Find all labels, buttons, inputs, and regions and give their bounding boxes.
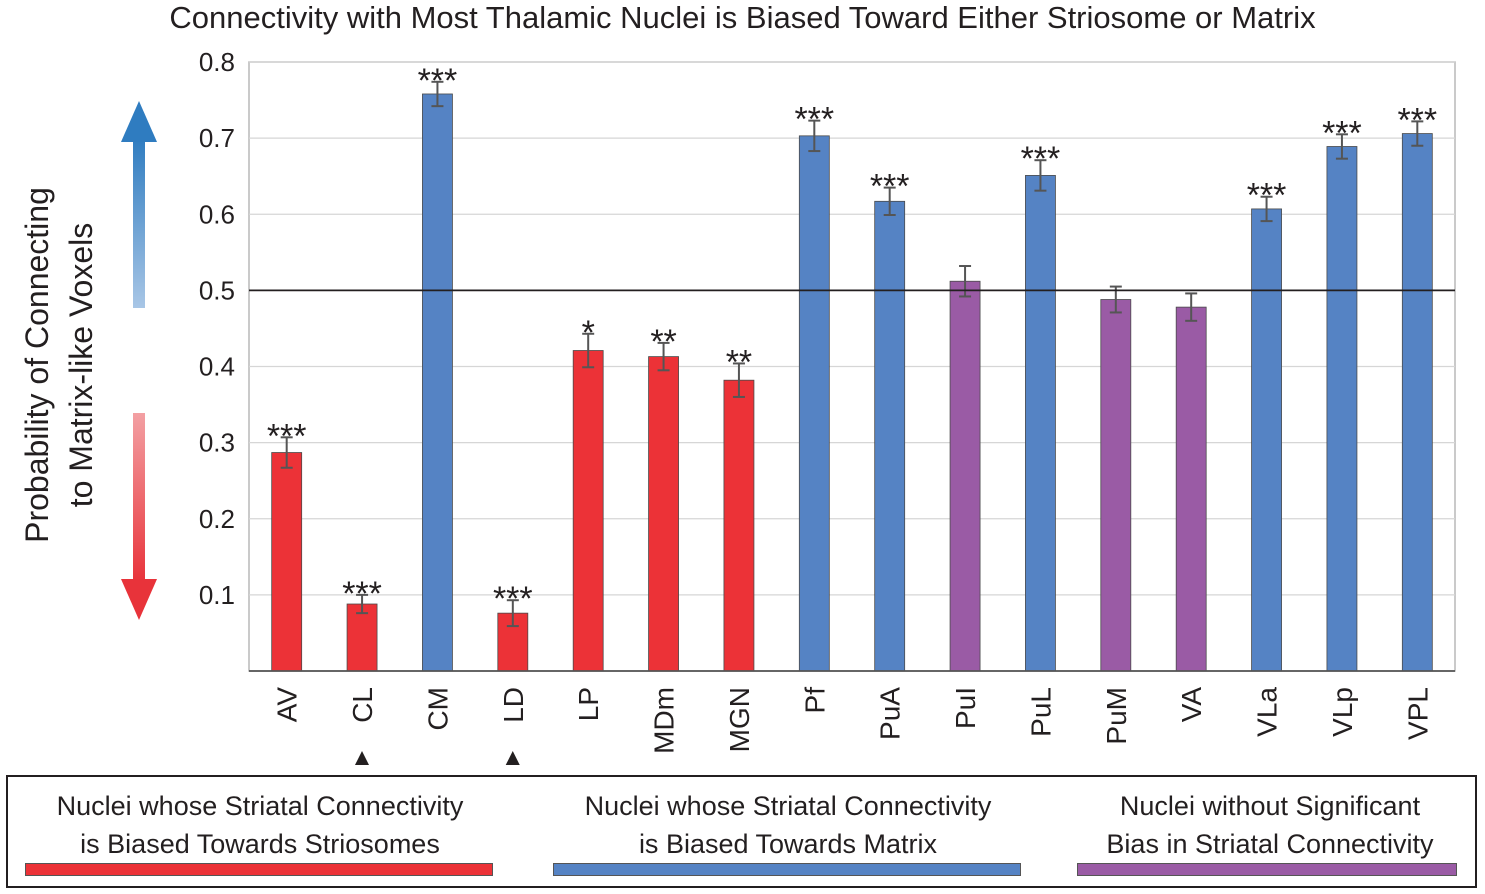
legend-label-none-line1: Nuclei without Significant — [1119, 791, 1421, 821]
triangle-marker-icon: ▲ — [501, 744, 525, 771]
bar-VPL — [1401, 133, 1433, 672]
bar-MGN — [723, 379, 755, 672]
x-tick-label-Pf: Pf — [799, 687, 830, 714]
x-tick-label-VLa: VLa — [1252, 687, 1283, 737]
legend-label-striosome-line2: is Biased Towards Striosomes — [80, 829, 440, 859]
bar-CM — [422, 93, 453, 672]
bar-CL — [346, 603, 378, 672]
legend-swatch-none — [1077, 863, 1457, 876]
y-axis-label-line1: Probability of Connecting — [19, 187, 55, 543]
significance-label: *** — [794, 101, 834, 139]
y-tick-label: 0.2 — [199, 504, 235, 534]
x-tick-label-PuL: PuL — [1025, 687, 1056, 737]
axes — [249, 289, 1455, 672]
x-tick-label-CL: CL — [347, 687, 378, 723]
y-tick-label: 0.8 — [199, 47, 235, 77]
bar-PuI — [949, 280, 981, 672]
x-tick-label-AV: AV — [272, 687, 303, 723]
bar-Pf — [798, 135, 830, 672]
bar-MDm — [648, 356, 679, 672]
significance-label: *** — [1322, 114, 1362, 152]
x-tick-label-PuI: PuI — [950, 687, 981, 729]
legend-item-none: Nuclei without Significant Bias in Stria… — [1070, 787, 1470, 863]
significance-label: *** — [1021, 140, 1061, 178]
x-tick-label-LD: LD — [498, 687, 529, 723]
bar-PuM — [1100, 299, 1132, 672]
y-axis-label-line2: to Matrix-like Voxels — [63, 223, 99, 508]
striosome-direction-arrow — [121, 413, 157, 620]
legend: Nuclei whose Striatal Connectivity is Bi… — [6, 775, 1477, 888]
bar-LP — [572, 350, 604, 672]
y-tick-label: 0.1 — [199, 580, 235, 610]
legend-swatch-striosome — [25, 863, 493, 876]
significance-label: *** — [870, 168, 910, 206]
x-tick-label-PuM: PuM — [1101, 687, 1132, 745]
significance-label: *** — [418, 62, 458, 100]
x-tick-label-CM: CM — [422, 687, 453, 731]
x-tick-label-VA: VA — [1176, 687, 1207, 723]
bar-chart: 0.10.20.30.40.50.60.70.8 ************* **… — [19, 47, 1456, 771]
significance-label: ** — [726, 343, 752, 381]
matrix-direction-arrow — [121, 101, 157, 308]
y-axis-label: Probability of Connecting to Matrix-like… — [19, 187, 99, 543]
y-tick-label: 0.3 — [199, 428, 235, 458]
legend-label-matrix-line1: Nuclei whose Striatal Connectivity — [584, 791, 992, 821]
bar-PuA — [874, 200, 906, 672]
x-tick-label-MGN: MGN — [724, 687, 755, 752]
arrow-up-head — [121, 101, 157, 142]
y-tick-label: 0.4 — [199, 352, 235, 382]
significance-label: *** — [493, 580, 533, 618]
y-tick-label: 0.6 — [199, 199, 235, 229]
arrow-up-shaft — [133, 138, 145, 308]
bar-VA — [1175, 306, 1207, 672]
significance-label: ** — [650, 323, 676, 361]
legend-item-matrix: Nuclei whose Striatal Connectivity is Bi… — [544, 787, 1032, 863]
legend-label-striosome-line1: Nuclei whose Striatal Connectivity — [56, 791, 464, 821]
x-tick-label-VLp: VLp — [1327, 687, 1358, 737]
bar-AV — [271, 452, 303, 672]
arrow-down-shaft — [133, 413, 145, 583]
bar-VLa — [1251, 208, 1282, 672]
bars: ************* ******************* *** — [267, 62, 1437, 672]
triangle-marker-icon: ▲ — [350, 744, 374, 771]
arrow-down-head — [121, 579, 157, 620]
y-axis-ticks: 0.1 0.2 0.3 0.4 0.5 0.6 0.7 0.8 — [199, 47, 235, 610]
y-tick-label: 0.5 — [199, 275, 235, 305]
x-tick-label-VPL: VPL — [1402, 687, 1433, 740]
significance-label: * — [582, 314, 595, 352]
bar-VLp — [1326, 146, 1358, 672]
legend-swatch-matrix — [553, 863, 1021, 876]
x-axis-labels: AV CL ▲ CM LD ▲ LP MDm MGN Pf PuA PuI PuL PuM VA VLa VLp… — [272, 687, 1434, 771]
legend-label-none-line2: Bias in Striatal Connectivity — [1106, 829, 1434, 859]
legend-item-striosome: Nuclei whose Striatal Connectivity is Bi… — [16, 787, 504, 863]
significance-label: *** — [1247, 177, 1287, 215]
significance-label: *** — [342, 575, 382, 613]
x-tick-label-PuA: PuA — [875, 687, 906, 740]
y-tick-label: 0.7 — [199, 123, 235, 153]
chart-title: Connectivity with Most Thalamic Nuclei i… — [169, 0, 1316, 35]
bar-PuL — [1025, 175, 1056, 672]
x-tick-label-MDm: MDm — [649, 687, 680, 754]
legend-label-matrix-line2: is Biased Towards Matrix — [638, 829, 938, 859]
significance-label: *** — [267, 417, 307, 455]
x-tick-label-LP: LP — [573, 687, 604, 721]
significance-label: *** — [1397, 101, 1437, 139]
